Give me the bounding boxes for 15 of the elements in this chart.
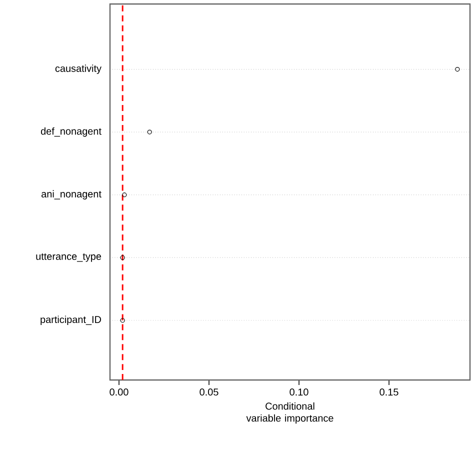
y-tick-label: causativity bbox=[55, 64, 102, 74]
x-tick-label: 0.15 bbox=[380, 388, 398, 396]
point bbox=[120, 255, 125, 260]
point bbox=[455, 66, 460, 72]
x-tick-label: 0.00 bbox=[110, 388, 128, 396]
point bbox=[120, 318, 125, 323]
x-tick-label: 0.05 bbox=[200, 388, 218, 396]
x-tick-label: 0.10 bbox=[290, 388, 308, 396]
point bbox=[147, 130, 152, 134]
y-tick-label: def_nonagent bbox=[40, 127, 102, 137]
y-tick-label: participant_ID bbox=[40, 316, 102, 326]
point bbox=[122, 192, 127, 198]
x-axis-title: Conditional variable importance bbox=[246, 402, 334, 424]
y-tick-label: utterance_type bbox=[36, 253, 102, 262]
y-tick-label: ani_nonagent bbox=[42, 190, 102, 200]
